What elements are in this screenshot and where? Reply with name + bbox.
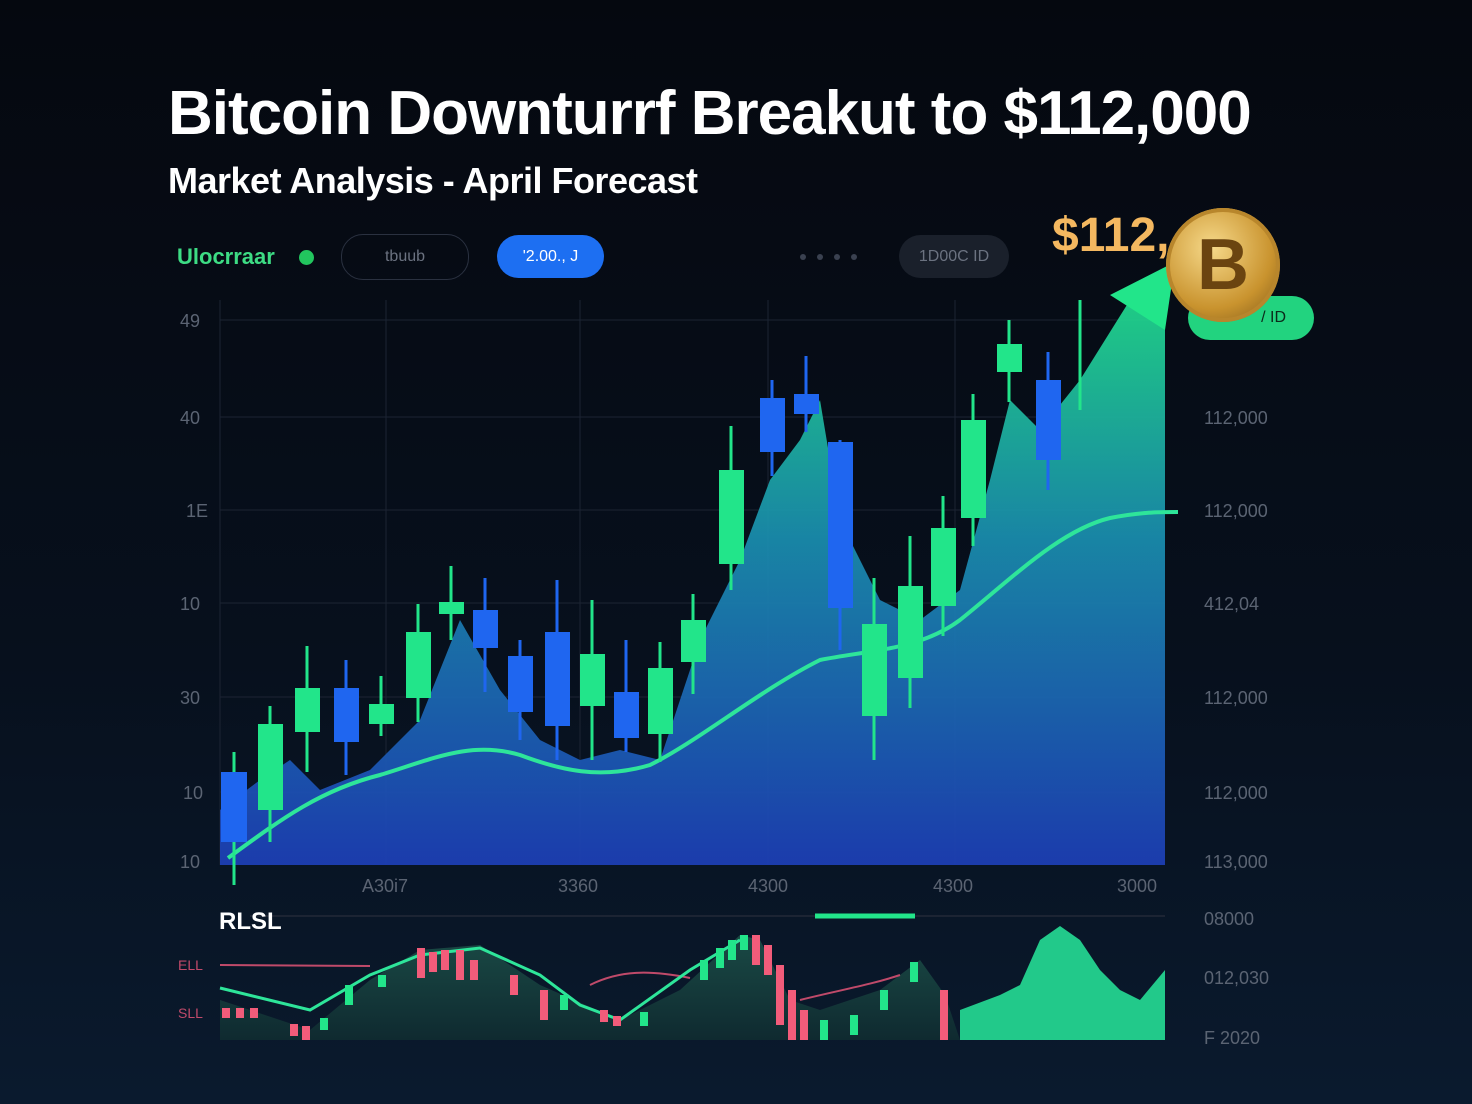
svg-text:10: 10 bbox=[180, 594, 200, 614]
y-axis-right: 112,000 112,000 412,04 112,000 112,000 113,0… bbox=[1204, 408, 1269, 1048]
svg-text:3000: 3000 bbox=[1117, 876, 1157, 896]
svg-text:SLL: SLL bbox=[178, 1005, 203, 1021]
rsi-bars-bull bbox=[320, 935, 918, 1040]
svg-text:49: 49 bbox=[180, 311, 200, 331]
price-callout: $112, bbox=[1052, 209, 1170, 262]
y-axis-left: 49 40 1E 10 30 10 10 bbox=[180, 311, 208, 872]
period-button[interactable]: 1D00C ID bbox=[899, 235, 1009, 278]
rsi-left-axis: ELL SLL bbox=[178, 957, 203, 1021]
rsi-area bbox=[220, 935, 960, 1040]
svg-text:10: 10 bbox=[183, 783, 203, 803]
svg-text:A30i7: A30i7 bbox=[362, 876, 408, 896]
breakout-arrow-icon bbox=[1110, 262, 1175, 330]
rsi-bars-bear bbox=[222, 935, 948, 1040]
more-dots-icon[interactable] bbox=[800, 254, 857, 260]
ticker-label: Ulocrraar bbox=[177, 244, 275, 269]
price-button[interactable]: '2.00., J bbox=[497, 235, 604, 278]
svg-text:4300: 4300 bbox=[748, 876, 788, 896]
svg-text:1E: 1E bbox=[186, 501, 208, 521]
svg-text:3360: 3360 bbox=[558, 876, 598, 896]
page-subtitle: Market Analysis - April Forecast bbox=[168, 160, 698, 201]
timeframe-button[interactable]: tbuub bbox=[341, 234, 469, 280]
page-title: Bitcoin Downturrf Breakut to $112,000 bbox=[168, 79, 1252, 148]
moving-average-line bbox=[226, 510, 1179, 860]
svg-text:112,000: 112,000 bbox=[1204, 408, 1268, 428]
price-area bbox=[220, 270, 1165, 865]
svg-text:30: 30 bbox=[180, 688, 200, 708]
svg-text:412,04: 412,04 bbox=[1204, 594, 1259, 614]
svg-text:112,000: 112,000 bbox=[1204, 688, 1268, 708]
svg-text:08000: 08000 bbox=[1204, 909, 1254, 929]
x-axis: A30i7 3360 4300 4300 3000 bbox=[362, 876, 1157, 896]
svg-text:112,000: 112,000 bbox=[1204, 783, 1268, 803]
svg-text:10: 10 bbox=[180, 852, 200, 872]
svg-text:40: 40 bbox=[180, 408, 200, 428]
status-dot-icon bbox=[299, 250, 314, 265]
bitcoin-coin-icon: B bbox=[1166, 208, 1280, 322]
svg-text:112,000: 112,000 bbox=[1204, 501, 1268, 521]
rsi-label: RLSL bbox=[219, 908, 282, 935]
svg-text:012,030: 012,030 bbox=[1204, 968, 1269, 988]
svg-text:113,000: 113,000 bbox=[1204, 852, 1268, 872]
svg-text:F 2020: F 2020 bbox=[1204, 1028, 1260, 1048]
candles bbox=[221, 300, 1082, 885]
svg-text:ELL: ELL bbox=[178, 957, 203, 973]
svg-text:4300: 4300 bbox=[933, 876, 973, 896]
